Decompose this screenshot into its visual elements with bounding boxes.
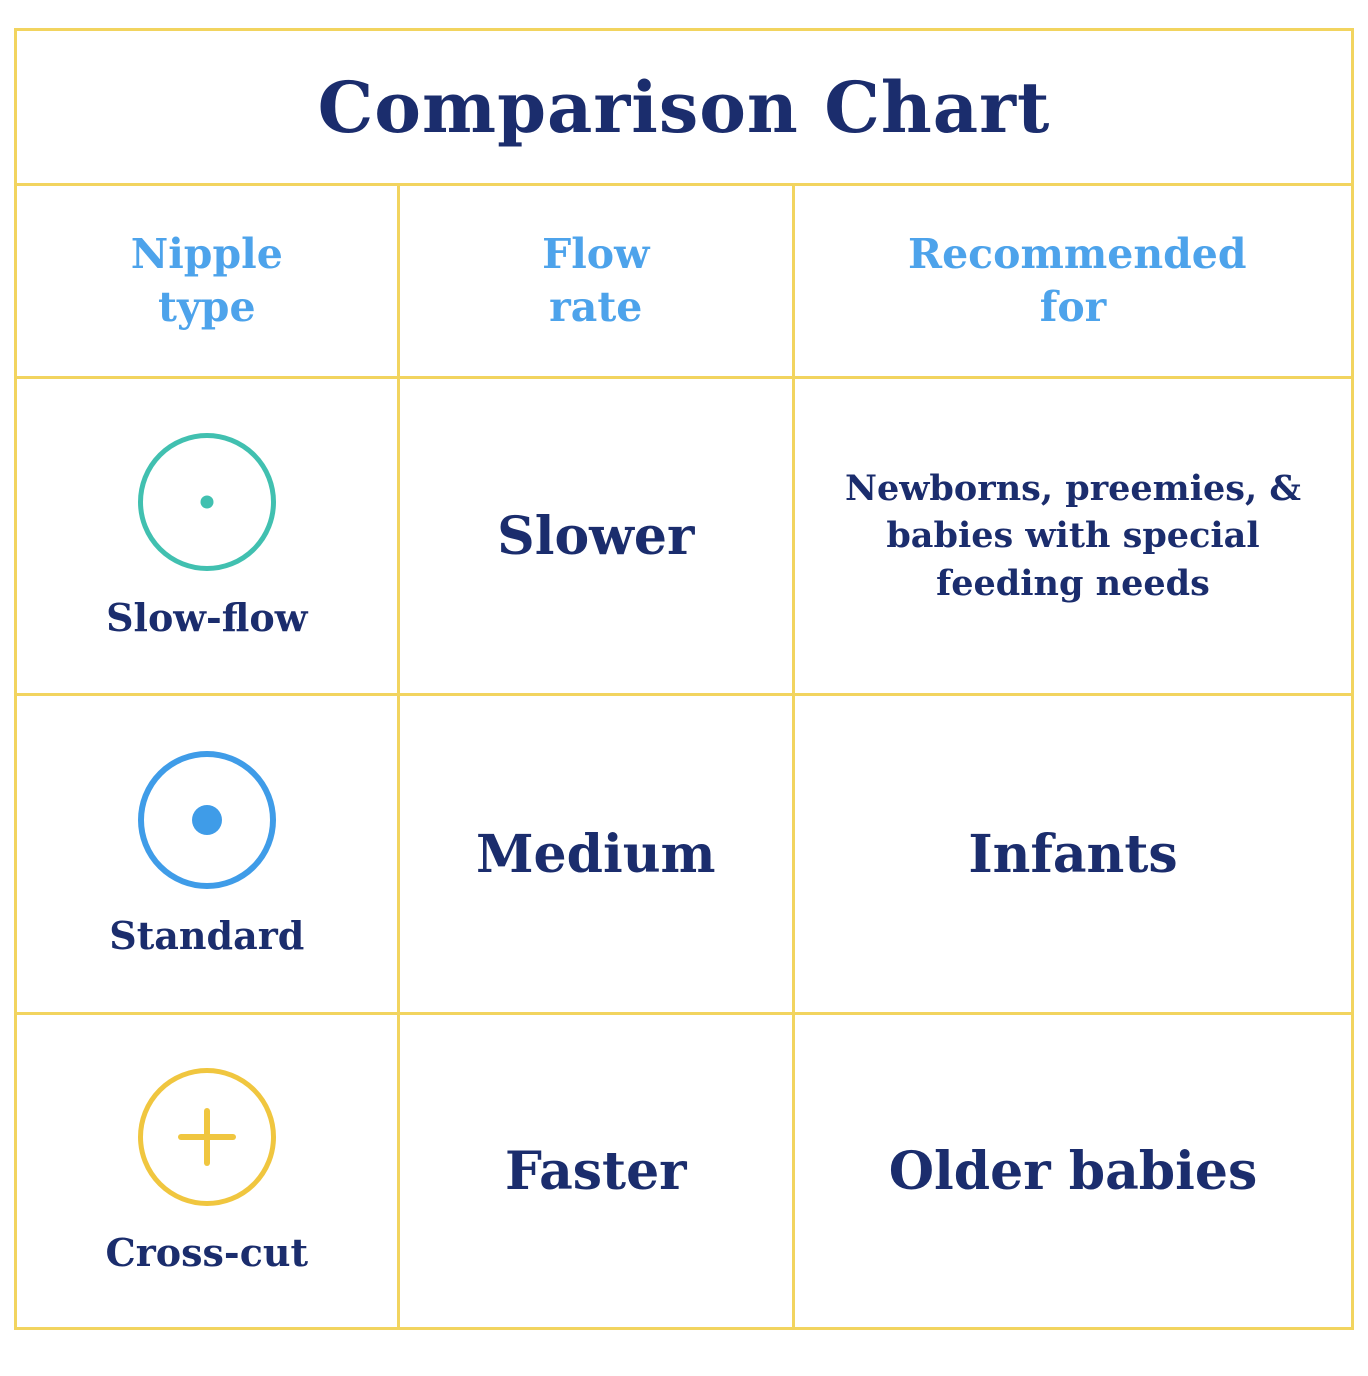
header-cell-recommended-for: Recommended for (795, 186, 1351, 376)
slow-flow-pinhole-nipple-icon (137, 432, 276, 571)
column-header-recommended-for: Recommended for (908, 229, 1247, 331)
page-title: Comparison Chart (317, 65, 1051, 149)
table-row-standard-recommended-cell: Infants (795, 696, 1351, 1012)
column-header-flow-rate: Flow rate (542, 229, 650, 331)
cross-cut-nipple-icon (137, 1067, 276, 1206)
recommended-for-value: Newborns, preemies, & babies with specia… (845, 468, 1301, 604)
table-row-slow-flow-type-cell: Slow-flow (17, 379, 397, 693)
comparison-chart-table: Comparison Chart Nipple type Flow rate R… (14, 28, 1354, 1330)
table-row-slow-flow-recommended-cell: Newborns, preemies, & babies with specia… (795, 379, 1351, 693)
title-row: Comparison Chart (17, 31, 1351, 183)
standard-hole-dot (191, 804, 222, 835)
table-row-slow-flow-rate-cell: Slower (399, 379, 793, 693)
table-row-cross-cut-rate-cell: Faster (399, 1015, 793, 1327)
nipple-type-label: Cross-cut (105, 1229, 309, 1275)
header-cell-flow-rate: Flow rate (399, 186, 793, 376)
pinhole-dot (200, 495, 214, 508)
table-row-cross-cut-type-cell: Cross-cut (17, 1015, 397, 1327)
table-row-standard-type-cell: Standard (17, 696, 397, 1012)
header-cell-nipple-type: Nipple type (17, 186, 397, 376)
table-row-standard-rate-cell: Medium (399, 696, 793, 1012)
flow-rate-value: Medium (475, 823, 716, 885)
table-row-cross-cut-recommended-cell: Older babies (795, 1015, 1351, 1327)
column-header-nipple-type: Nipple type (130, 229, 283, 331)
nipple-type-label: Slow-flow (106, 594, 308, 640)
flow-rate-value: Slower (497, 505, 695, 567)
cross-cut-plus-vertical (203, 1107, 210, 1166)
nipple-type-label: Standard (109, 912, 305, 958)
flow-rate-value: Faster (505, 1140, 687, 1202)
recommended-for-value: Older babies (888, 1140, 1258, 1202)
recommended-for-value: Infants (968, 823, 1178, 885)
standard-hole-nipple-icon (137, 750, 276, 889)
